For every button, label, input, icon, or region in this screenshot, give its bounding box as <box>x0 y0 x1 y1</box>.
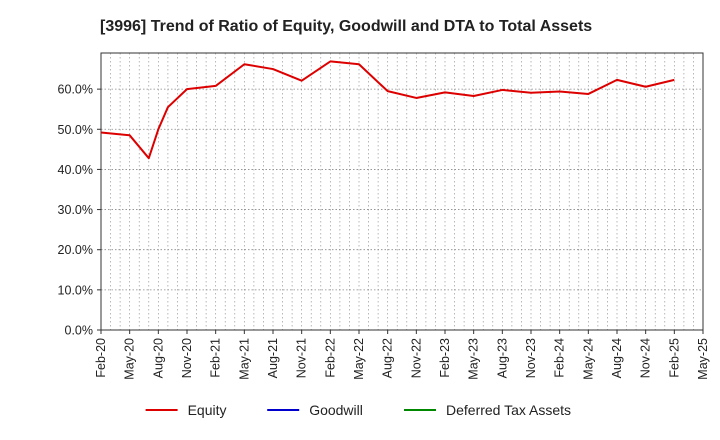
x-tick-label: Nov-21 <box>295 338 309 378</box>
grid-layer <box>101 53 703 330</box>
x-tick-label: Feb-24 <box>553 338 567 378</box>
y-tick-label: 20.0% <box>58 243 93 257</box>
x-tick-label: Feb-22 <box>323 338 337 378</box>
x-tick-label: Feb-23 <box>438 338 452 378</box>
chart-title: [3996] Trend of Ratio of Equity, Goodwil… <box>100 18 592 35</box>
x-tick-label: Feb-20 <box>94 338 108 378</box>
x-tick-label: Aug-21 <box>266 338 280 378</box>
x-tick-label: Aug-22 <box>381 338 395 378</box>
x-tick-label: May-22 <box>352 338 366 380</box>
y-tick-label: 40.0% <box>58 163 93 177</box>
y-tick-label: 60.0% <box>58 83 93 97</box>
y-tick-label: 30.0% <box>58 203 93 217</box>
tick-layer: Feb-20 May-20 Aug-20 Nov-20 Feb-21 May-21 Aug-… <box>58 83 710 380</box>
y-tick-label: 50.0% <box>58 123 93 137</box>
y-tick-label: 0.0% <box>65 324 94 338</box>
x-tick-label: Aug-23 <box>495 338 509 378</box>
x-tick-label: Aug-24 <box>610 338 624 378</box>
x-tick-label: Nov-20 <box>180 338 194 378</box>
x-tick-label: May-20 <box>123 338 137 380</box>
series-layer <box>100 60 675 160</box>
plot-frame <box>100 52 704 331</box>
x-tick-label: Nov-24 <box>639 338 653 378</box>
legend: Equity Goodwill Deferred Tax Assets <box>145 402 571 418</box>
x-tick-label: May-25 <box>696 338 710 380</box>
y-tick-label: 10.0% <box>58 283 93 297</box>
x-tick-label: Feb-25 <box>667 338 681 378</box>
x-tick-label: Feb-21 <box>209 338 223 378</box>
series-line-equity <box>100 60 675 160</box>
x-tick-label: May-21 <box>237 338 251 380</box>
x-tick-label: May-24 <box>581 338 595 380</box>
x-tick-label: Nov-23 <box>524 338 538 378</box>
x-tick-label: Aug-20 <box>151 338 165 378</box>
legend-label-deferred-tax-assets: Deferred Tax Assets <box>446 402 571 418</box>
x-tick-label: Nov-22 <box>409 338 423 378</box>
legend-label-equity: Equity <box>188 402 227 418</box>
legend-label-goodwill: Goodwill <box>309 402 363 418</box>
x-tick-label: May-23 <box>467 338 481 380</box>
